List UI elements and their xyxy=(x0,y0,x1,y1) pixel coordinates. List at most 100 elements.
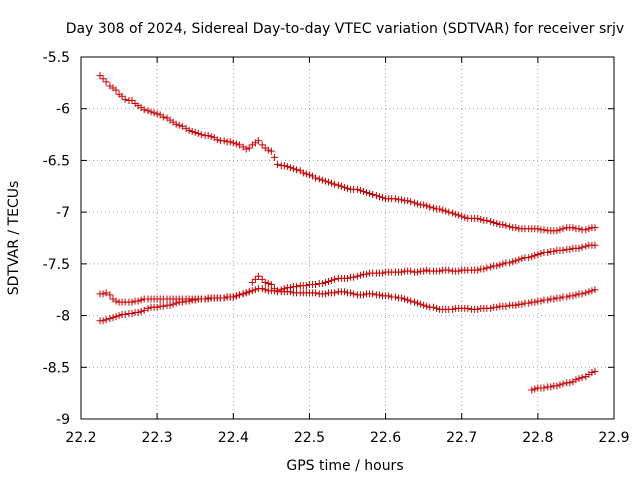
data-point xyxy=(232,140,240,148)
data-point xyxy=(582,289,590,297)
y-tick-label: -8.5 xyxy=(43,360,70,376)
data-point xyxy=(245,288,253,296)
data-point xyxy=(369,191,377,199)
data-point xyxy=(458,212,466,220)
data-point xyxy=(502,222,510,230)
data-point xyxy=(363,270,371,278)
data-point xyxy=(591,286,599,294)
x-tick-label: 22.5 xyxy=(294,430,325,446)
data-point xyxy=(334,181,342,189)
data-point xyxy=(585,288,593,296)
data-point xyxy=(128,310,136,318)
data-point xyxy=(556,381,564,389)
data-point xyxy=(493,262,501,270)
data-point xyxy=(261,278,269,286)
data-point xyxy=(356,186,364,194)
data-point xyxy=(518,300,526,308)
x-axis-label: GPS time / hours xyxy=(286,458,403,474)
data-point xyxy=(512,224,520,232)
data-point xyxy=(502,302,510,310)
data-point xyxy=(439,206,447,214)
data-point xyxy=(289,165,297,173)
data-point xyxy=(553,382,561,390)
data-point xyxy=(99,75,107,83)
data-points xyxy=(96,72,599,394)
data-point xyxy=(159,113,167,121)
data-point xyxy=(559,380,567,388)
data-point xyxy=(121,95,129,103)
series-satellite-3 xyxy=(96,285,599,325)
data-point xyxy=(128,298,136,306)
data-point xyxy=(578,243,586,251)
data-point xyxy=(229,139,237,147)
data-point xyxy=(331,289,339,297)
data-point xyxy=(493,303,501,311)
data-point xyxy=(385,292,393,300)
data-point xyxy=(411,199,419,207)
data-point xyxy=(375,291,383,299)
data-point xyxy=(572,376,580,384)
data-point xyxy=(185,126,193,134)
data-point xyxy=(359,291,367,299)
data-point xyxy=(331,275,339,283)
data-point xyxy=(455,267,463,275)
data-point xyxy=(369,290,377,298)
data-point xyxy=(391,293,399,301)
data-point xyxy=(420,201,428,209)
data-point xyxy=(264,146,272,154)
data-point xyxy=(474,266,482,274)
chart-title: Day 308 of 2024, Sidereal Day-to-day VTE… xyxy=(66,21,624,37)
data-point xyxy=(302,170,310,178)
data-point xyxy=(534,225,542,233)
data-point xyxy=(328,179,336,187)
data-point xyxy=(379,269,387,277)
data-point xyxy=(96,72,104,80)
data-point xyxy=(258,275,266,283)
data-point xyxy=(547,383,555,391)
data-point xyxy=(204,132,212,140)
data-point xyxy=(312,289,320,297)
data-point xyxy=(477,215,485,223)
data-point xyxy=(493,220,501,228)
y-tick-label: -8 xyxy=(56,309,70,325)
data-point xyxy=(153,110,161,118)
data-point xyxy=(175,121,183,129)
data-point xyxy=(483,216,491,224)
data-point xyxy=(178,122,186,130)
data-point xyxy=(273,161,281,169)
data-point xyxy=(499,221,507,229)
data-point xyxy=(363,188,371,196)
data-point xyxy=(350,290,358,298)
data-point xyxy=(137,296,145,304)
data-point xyxy=(556,226,564,234)
data-point xyxy=(102,316,110,324)
data-point xyxy=(544,248,552,256)
data-point xyxy=(474,305,482,313)
data-point xyxy=(461,213,469,221)
data-point xyxy=(178,298,186,306)
data-point xyxy=(191,296,199,304)
data-point xyxy=(204,295,212,303)
axis-ticks: 22.2 22.3 22.4 22.5 22.6 22.7 22.8 22.9 -5.5 -6 -6… xyxy=(43,50,630,446)
data-point xyxy=(106,315,114,323)
data-point xyxy=(528,253,536,261)
data-point xyxy=(312,174,320,182)
data-point xyxy=(515,256,523,264)
data-point xyxy=(398,294,406,302)
data-point xyxy=(331,180,339,188)
data-point xyxy=(566,379,574,387)
y-tick-label: -5.5 xyxy=(43,50,70,66)
data-point xyxy=(312,281,320,289)
data-point xyxy=(464,304,472,312)
y-tick-label: -7 xyxy=(56,205,70,221)
data-point xyxy=(344,274,351,282)
data-point xyxy=(185,297,193,305)
data-point xyxy=(328,276,336,284)
series-satellite-4 xyxy=(528,367,599,394)
data-point xyxy=(134,308,142,316)
data-point xyxy=(550,295,558,303)
data-point xyxy=(455,211,463,219)
data-point xyxy=(372,192,380,200)
data-point xyxy=(321,177,329,185)
